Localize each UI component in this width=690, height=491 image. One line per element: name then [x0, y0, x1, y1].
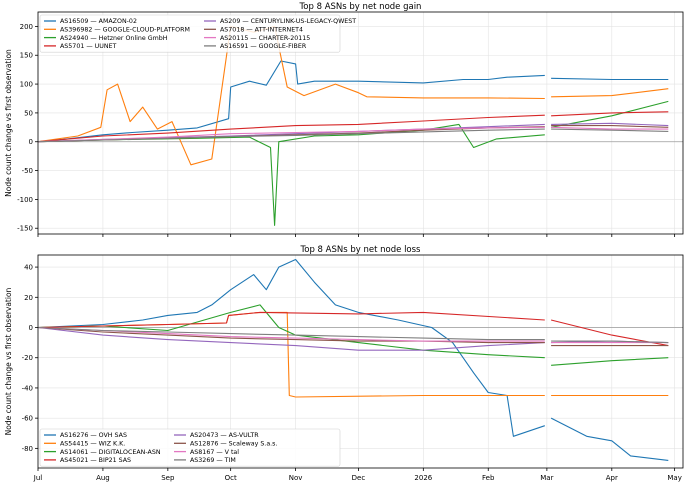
series-line-1: [38, 25, 669, 166]
gain-panel: Top 8 ASNs by net node gain -150 -100 -50 0 5…: [4, 2, 684, 237]
y-tick-label: 150: [20, 52, 33, 60]
legend-entry: AS12876 — Scaleway S.a.s.: [190, 441, 277, 448]
y-axis-label: Node count change vs first observation: [4, 287, 13, 435]
y-tick-label: 40: [24, 264, 33, 272]
legend-entry: AS24940 — Hetzner Online GmbH: [60, 35, 168, 42]
legend-entry: AS209 — CENTURYLINK-US-LEGACY-QWEST: [220, 18, 356, 25]
y-tick-label: -40: [22, 384, 33, 392]
y-tick-label: -100: [17, 196, 33, 204]
series-line-7: [38, 326, 669, 344]
y-tick-label: 0: [29, 324, 33, 332]
x-tick-label: May: [667, 474, 681, 482]
legend-entry: AS3269 — TIM: [190, 457, 236, 464]
y-tick-label: 50: [24, 109, 33, 117]
loss-panel: Top 8 ASNs by net node loss -80 -60 -40 -20 0…: [4, 245, 684, 482]
y-tick-label: -80: [22, 445, 33, 453]
x-tick-label: Nov: [289, 474, 303, 482]
legend-entry: AS7018 — ATT-INTERNET4: [220, 27, 303, 34]
series-line-2: [38, 304, 669, 366]
y-tick-label: -20: [22, 354, 33, 362]
series-line-5: [38, 326, 669, 347]
series-line-0: [38, 60, 669, 143]
x-tick-label: Dec: [352, 474, 366, 482]
x-tick-label: Sep: [161, 474, 175, 482]
y-tick-label: 0: [29, 138, 33, 146]
y-tick-label: 200: [20, 23, 33, 31]
series-lines: [38, 258, 669, 461]
series-line-7: [38, 128, 669, 143]
legend-entry: AS54415 — WIZ K.K.: [60, 441, 125, 448]
legend-entry: AS8167 — V tal: [190, 449, 239, 456]
x-tick-label: 2026: [414, 474, 432, 482]
x-tick-label: Mar: [540, 474, 553, 482]
legend: AS16509 — AMAZON-02 AS396982 — GOOGLE-CLO…: [39, 14, 356, 53]
series-line-3: [38, 111, 669, 143]
y-tick-label: -150: [17, 225, 33, 233]
y-tick-label: 100: [20, 81, 33, 89]
series-line-6: [38, 126, 669, 143]
series-lines: [38, 25, 669, 226]
legend-entry: AS20473 — AS-VULTR: [190, 432, 259, 439]
y-tick-label: 20: [24, 294, 33, 302]
legend-box: [39, 428, 341, 467]
axes-frame: [37, 254, 684, 469]
legend-entry: AS45021 — BIP21 SAS: [60, 457, 131, 464]
y-tick-label: -60: [22, 415, 33, 423]
series-line-0: [38, 258, 669, 461]
x-tick-label: Feb: [482, 474, 495, 482]
chart-title: Top 8 ASNs by net node gain: [299, 2, 422, 12]
legend-entry: AS5701 — UUNET: [60, 43, 117, 50]
chart-title: Top 8 ASNs by net node loss: [300, 245, 422, 255]
series-line-6: [38, 326, 669, 344]
y-axis-label: Node count change vs first observation: [4, 49, 13, 197]
x-tick-label: Oct: [225, 474, 237, 482]
legend-entry: AS16509 — AMAZON-02: [60, 18, 137, 25]
legend-box: [39, 14, 341, 53]
axes-frame: [37, 11, 684, 235]
legend-entry: AS16276 — OVH SAS: [60, 432, 127, 439]
x-tick-label: Apr: [606, 474, 618, 482]
legend: AS16276 — OVH SAS AS54415 — WIZ K.K.AS140…: [39, 428, 341, 467]
legend-entry: AS20115 — CHARTER-20115: [220, 35, 310, 42]
x-tick-label: Jul: [33, 474, 43, 482]
legend-entry: AS14061 — DIGITALOCEAN-ASN: [60, 449, 161, 456]
y-tick-label: -50: [22, 167, 33, 175]
x-tick-label: Aug: [96, 474, 110, 482]
legend-entry: AS16591 — GOOGLE-FIBER: [220, 43, 307, 50]
series-line-2: [38, 100, 669, 226]
legend-entry: AS396982 — GOOGLE-CLOUD-PLATFORM: [60, 27, 190, 34]
